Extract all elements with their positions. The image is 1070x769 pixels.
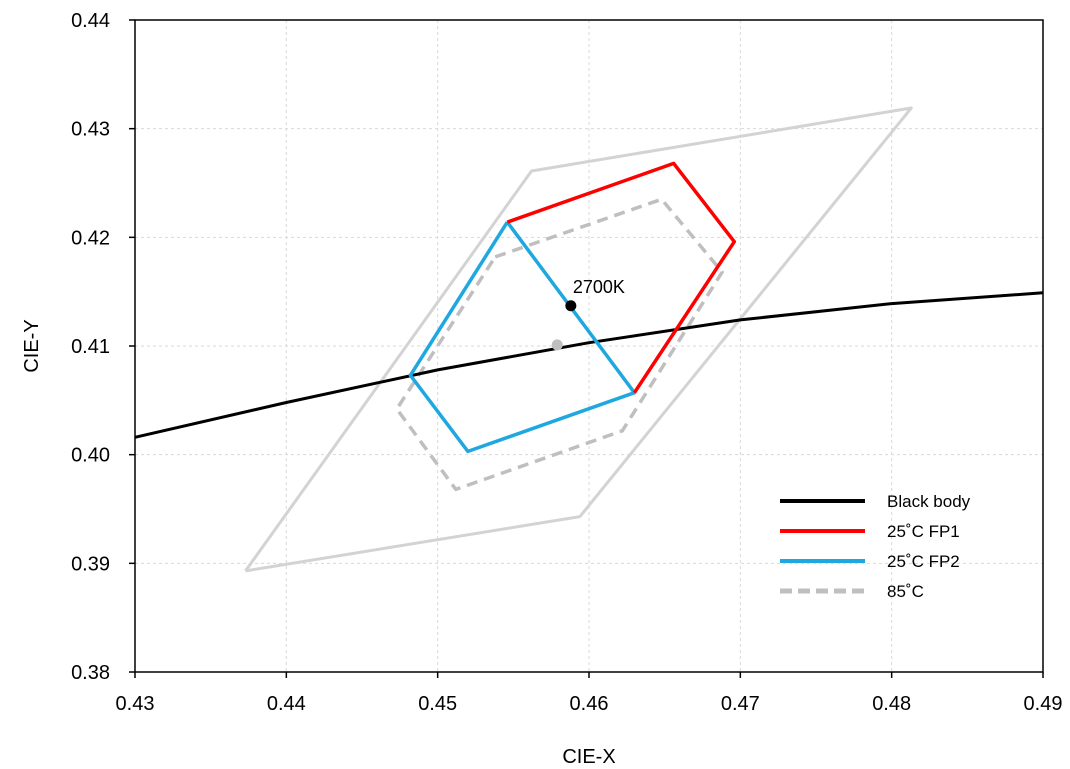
gridlines [135,20,1043,672]
legend-label: 25˚C FP1 [887,522,960,541]
y-tick-label: 0.44 [71,10,110,32]
series-line-black-body [134,291,1044,439]
x-tick-label: 0.43 [116,693,155,715]
annotations: 2700K [573,277,625,297]
legend-label: 25˚C FP2 [887,552,960,571]
point-marker [565,300,577,312]
y-tick-label: 0.38 [71,662,110,684]
x-axis-ticks: 0.43 0.44 0.45 0.46 0.47 0.48 0.49 [116,672,1063,715]
x-axis-title: CIE-X [562,746,615,768]
annotation-label: 2700K [573,277,625,297]
plot-series [134,106,1044,573]
legend: Black body 25˚C FP1 25˚C FP2 85˚C [780,492,971,601]
y-tick-label: 0.43 [71,119,110,141]
series-line-25-c-fp1 [506,161,737,394]
x-tick-label: 0.47 [721,693,760,715]
legend-label: Black body [887,492,971,511]
series-line-25-c-fp2 [408,221,637,454]
x-tick-label: 0.44 [267,693,306,715]
point-marker [551,339,563,351]
y-tick-label: 0.39 [71,553,110,575]
x-tick-label: 0.45 [418,693,457,715]
x-tick-label: 0.48 [872,693,911,715]
series-line-85-c [395,197,724,492]
y-axis-ticks: 0.38 0.39 0.40 0.41 0.42 0.43 0.44 [71,10,135,684]
legend-label: 85˚C [887,582,924,601]
y-tick-label: 0.41 [71,336,110,358]
y-tick-label: 0.42 [71,227,110,249]
x-tick-label: 0.49 [1024,693,1063,715]
x-tick-label: 0.46 [570,693,609,715]
y-axis-title: CIE-Y [21,319,43,372]
y-tick-label: 0.40 [71,445,110,467]
tolerance-outline [244,106,913,573]
